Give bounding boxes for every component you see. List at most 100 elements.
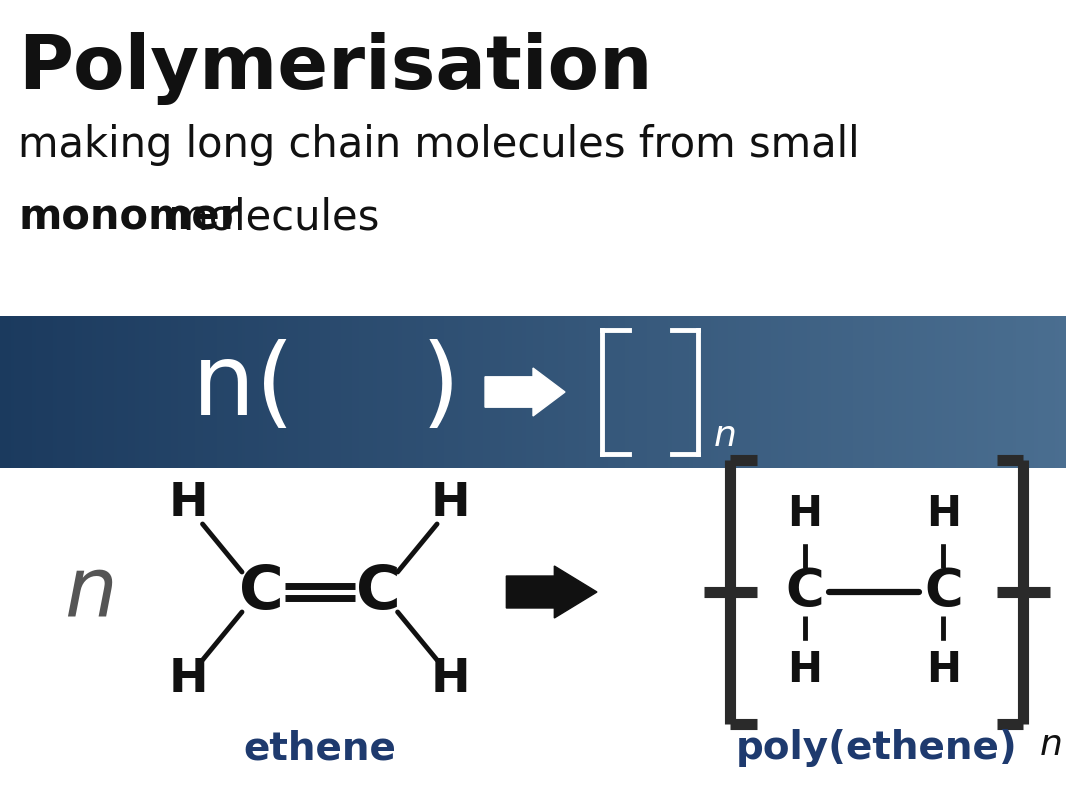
Bar [778, 316, 782, 468]
Bar [381, 316, 385, 468]
Text: Polymerisation: Polymerisation [18, 32, 652, 105]
Bar [629, 316, 633, 468]
Bar [749, 316, 755, 468]
Bar [448, 316, 452, 468]
Bar [125, 316, 129, 468]
Bar [810, 316, 814, 468]
Bar [938, 316, 942, 468]
Bar [280, 316, 286, 468]
Bar [82, 316, 86, 468]
Bar [647, 316, 651, 468]
Bar [941, 316, 947, 468]
Bar [327, 316, 332, 468]
Bar [924, 316, 928, 468]
Bar [114, 316, 118, 468]
Bar [999, 316, 1003, 468]
Bar [978, 316, 982, 468]
Bar [1010, 316, 1014, 468]
Bar [344, 316, 350, 468]
Bar [973, 316, 979, 468]
Bar [330, 316, 335, 468]
Bar [871, 316, 875, 468]
Bar [21, 316, 26, 468]
Bar [754, 316, 758, 468]
Bar [120, 316, 126, 468]
Bar [717, 316, 723, 468]
Bar [210, 316, 214, 468]
Bar [693, 316, 697, 468]
Bar [653, 316, 659, 468]
Bar [285, 316, 289, 468]
Bar [235, 316, 239, 468]
Bar [376, 316, 382, 468]
Bar [477, 316, 481, 468]
Bar [349, 316, 353, 468]
Bar [618, 316, 623, 468]
Bar [142, 316, 147, 468]
Bar [643, 316, 648, 468]
Bar [32, 316, 36, 468]
Bar [682, 316, 687, 468]
Bar [885, 316, 889, 468]
Bar [860, 316, 865, 468]
Bar [25, 316, 30, 468]
Bar [472, 316, 478, 468]
Bar [533, 316, 537, 468]
Bar [370, 316, 374, 468]
Bar [224, 316, 228, 468]
Bar [700, 316, 705, 468]
Bar [554, 316, 559, 468]
Bar [309, 316, 313, 468]
Bar [658, 316, 662, 468]
Bar [530, 316, 534, 468]
Bar [253, 316, 257, 468]
Bar [522, 316, 527, 468]
Bar [498, 316, 502, 468]
Bar [93, 316, 97, 468]
Bar [920, 316, 925, 468]
Bar [408, 316, 414, 468]
Bar [526, 316, 531, 468]
Bar [291, 316, 296, 468]
Bar [117, 316, 122, 468]
Bar [29, 316, 33, 468]
Bar [562, 316, 566, 468]
Bar [519, 316, 523, 468]
Bar [856, 316, 861, 468]
Bar [842, 316, 846, 468]
Bar [231, 316, 236, 468]
Bar [416, 316, 420, 468]
Bar [352, 316, 356, 468]
Bar [558, 316, 563, 468]
Bar [1023, 316, 1028, 468]
Bar [1002, 316, 1006, 468]
Bar [874, 316, 878, 468]
Bar [451, 316, 456, 468]
Bar [181, 316, 185, 468]
Text: H: H [926, 650, 960, 691]
Text: C: C [356, 562, 401, 622]
Bar [615, 316, 619, 468]
Bar [146, 316, 150, 468]
Bar [807, 316, 811, 468]
Bar [387, 316, 392, 468]
Bar [632, 316, 637, 468]
Bar [781, 316, 787, 468]
Bar [739, 316, 744, 468]
Bar [366, 316, 371, 468]
Bar [991, 316, 996, 468]
Bar [3, 316, 9, 468]
Bar [831, 316, 836, 468]
Bar [959, 316, 964, 468]
Bar [895, 316, 900, 468]
Text: ethene: ethene [243, 729, 397, 767]
Bar [423, 316, 427, 468]
Bar [440, 316, 446, 468]
Bar [189, 316, 193, 468]
Bar [135, 316, 140, 468]
Bar [1031, 316, 1035, 468]
Bar [597, 316, 601, 468]
Bar [1037, 316, 1043, 468]
Bar [995, 316, 1000, 468]
Bar [800, 316, 804, 468]
